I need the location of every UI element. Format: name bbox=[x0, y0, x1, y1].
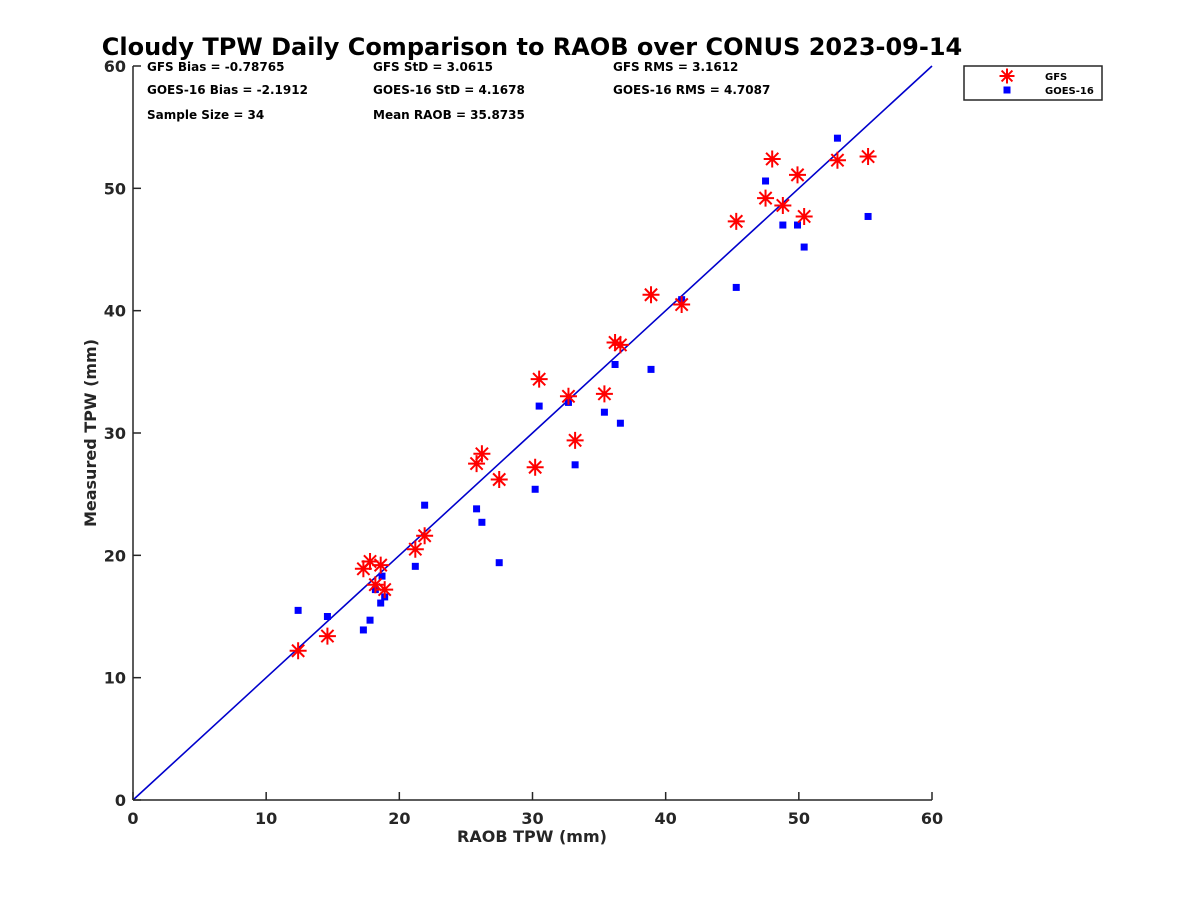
goes-16-point bbox=[478, 518, 486, 526]
gfs-point bbox=[406, 540, 424, 558]
y-tick-label: 30 bbox=[104, 424, 126, 443]
legend-marker-goes-16 bbox=[1003, 86, 1011, 94]
y-tick-label: 20 bbox=[104, 546, 126, 565]
gfs-point bbox=[606, 333, 624, 351]
one-to-one-line bbox=[132, 65, 933, 801]
goes-16-point bbox=[531, 485, 539, 493]
gfs-point bbox=[566, 431, 584, 449]
gfs-point bbox=[526, 458, 544, 476]
goes-16-point bbox=[473, 505, 481, 513]
gfs-point bbox=[673, 296, 691, 314]
gfs-point bbox=[289, 642, 307, 660]
goes-16-point bbox=[377, 599, 385, 607]
y-tick-label: 10 bbox=[104, 669, 126, 688]
y-axis-label: Measured TPW (mm) bbox=[81, 339, 100, 527]
goes-16-point bbox=[779, 221, 787, 229]
stat-text: GFS Bias = -0.78765 bbox=[147, 60, 284, 74]
gfs-point bbox=[611, 336, 629, 354]
y-tick-label: 40 bbox=[104, 302, 126, 321]
goes-16-point bbox=[616, 419, 624, 427]
gfs-point bbox=[468, 455, 486, 473]
statistics-text: GFS Bias = -0.78765 GFS StD = 3.0615 GFS R… bbox=[147, 60, 770, 122]
y-tick-label: 50 bbox=[104, 179, 126, 198]
stat-text: GFS StD = 3.0615 bbox=[373, 60, 493, 74]
gfs-point bbox=[354, 560, 372, 578]
gfs-point bbox=[757, 189, 775, 207]
y-tick-label: 60 bbox=[104, 57, 126, 76]
gfs-point bbox=[361, 552, 379, 570]
legend-label-goes-16: GOES-16 bbox=[1045, 86, 1094, 97]
stat-text: GOES-16 Bias = -2.1912 bbox=[147, 83, 308, 97]
plot-area bbox=[132, 65, 933, 801]
goes-16-point bbox=[762, 177, 770, 185]
legend: GFS GOES-16 bbox=[963, 65, 1103, 101]
legend-marker-gfs bbox=[999, 68, 1015, 84]
goes-16-point bbox=[359, 626, 367, 634]
gfs-point bbox=[530, 370, 548, 388]
gfs-point bbox=[795, 207, 813, 225]
goes-16-point bbox=[800, 243, 808, 251]
goes-16-point bbox=[366, 616, 374, 624]
gfs-point bbox=[763, 150, 781, 168]
gfs-point bbox=[774, 196, 792, 214]
gfs-point bbox=[376, 581, 394, 599]
y-tick-label: 0 bbox=[115, 791, 126, 810]
goes-16-point bbox=[833, 134, 841, 142]
x-tick-label: 60 bbox=[921, 809, 943, 828]
stat-text: GOES-16 StD = 4.1678 bbox=[373, 83, 525, 97]
goes-16-point bbox=[495, 559, 503, 567]
x-tick-label: 20 bbox=[388, 809, 410, 828]
gfs-point bbox=[559, 387, 577, 405]
stat-text: GFS RMS = 3.1612 bbox=[613, 60, 738, 74]
x-tick-label: 30 bbox=[521, 809, 543, 828]
gfs-point bbox=[789, 166, 807, 184]
x-axis-label: RAOB TPW (mm) bbox=[457, 827, 607, 846]
goes-16-point bbox=[647, 365, 655, 373]
gfs-point bbox=[727, 212, 745, 230]
x-tick-label: 40 bbox=[655, 809, 677, 828]
goes-16-point bbox=[794, 221, 802, 229]
chart-title: Cloudy TPW Daily Comparison to RAOB over… bbox=[102, 33, 962, 61]
goes-16-point bbox=[611, 360, 619, 368]
goes-16-point bbox=[732, 283, 740, 291]
gfs-point bbox=[859, 148, 877, 166]
goes-16-point bbox=[571, 461, 579, 469]
goes-16-point bbox=[864, 212, 872, 220]
gfs-point bbox=[473, 445, 491, 463]
stat-text: Sample Size = 34 bbox=[147, 108, 264, 122]
gfs-point bbox=[372, 556, 390, 574]
goes-16-point bbox=[294, 606, 302, 614]
goes-16-point bbox=[411, 562, 419, 570]
gfs-point bbox=[642, 286, 660, 304]
legend-box bbox=[963, 65, 1103, 101]
axes: 0 10 20 30 40 50 60 0 10 20 30 40 50 60 bbox=[104, 57, 943, 828]
goes-16-point bbox=[535, 402, 543, 410]
x-tick-label: 0 bbox=[127, 809, 138, 828]
goes-16-point bbox=[378, 572, 386, 580]
gfs-point bbox=[416, 527, 434, 545]
gfs-point bbox=[366, 576, 384, 594]
x-tick-label: 10 bbox=[255, 809, 277, 828]
stat-text: GOES-16 RMS = 4.7087 bbox=[613, 83, 770, 97]
gfs-point bbox=[595, 385, 613, 403]
stat-text: Mean RAOB = 35.8735 bbox=[373, 108, 525, 122]
x-tick-label: 50 bbox=[788, 809, 810, 828]
legend-label-gfs: GFS bbox=[1045, 72, 1067, 83]
goes-16-point bbox=[600, 408, 608, 416]
gfs-point bbox=[318, 627, 336, 645]
goes-16-point bbox=[323, 613, 331, 620]
goes-16-point bbox=[421, 501, 429, 509]
gfs-point bbox=[490, 470, 508, 488]
gfs-point bbox=[828, 151, 846, 169]
